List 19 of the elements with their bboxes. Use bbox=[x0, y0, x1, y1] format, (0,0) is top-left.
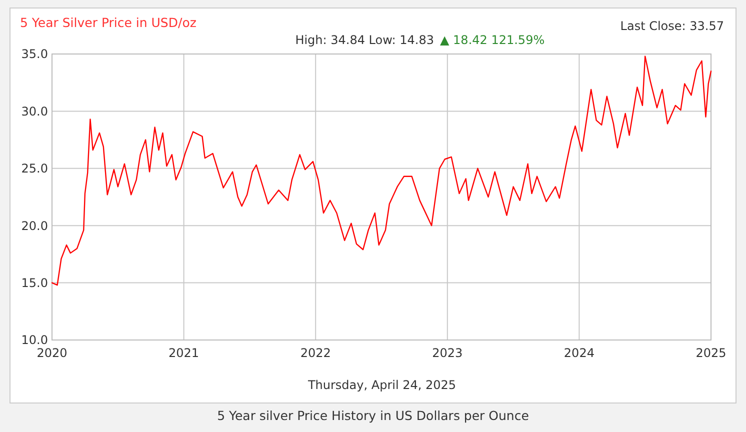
x-tick-label: 2024 bbox=[564, 346, 594, 360]
text: ▲ 18.42 121.59% bbox=[440, 33, 545, 47]
chart-subtitle: High: 34.84 Low: 14.83 bbox=[295, 33, 434, 47]
y-tick-label: 35.0 bbox=[21, 47, 48, 62]
y-tick-label: 30.0 bbox=[21, 104, 48, 118]
line-series bbox=[51, 56, 712, 286]
x-tick-label: 2022 bbox=[300, 346, 331, 360]
x-tick-label: 2020 bbox=[36, 346, 68, 360]
x-tick-label: 2021 bbox=[168, 346, 200, 360]
x-tick-label: 2025 bbox=[696, 346, 726, 360]
text: Last Close: 33.57 bbox=[620, 19, 724, 33]
text: Thursday, April 24, 2025 bbox=[306, 378, 456, 392]
y-tick-label: 25.0 bbox=[21, 162, 48, 176]
text: 5 Year silver Price History in US Dollars per Ounce bbox=[217, 408, 530, 423]
y-tick-label: 10.0 bbox=[21, 333, 48, 348]
y-tick-label: 15.0 bbox=[21, 276, 48, 290]
y-tick-label: 20.0 bbox=[21, 218, 48, 233]
x-tick-label: 2023 bbox=[432, 346, 463, 360]
chart-title: 5 Year Silver Price in USD/oz bbox=[20, 15, 197, 30]
